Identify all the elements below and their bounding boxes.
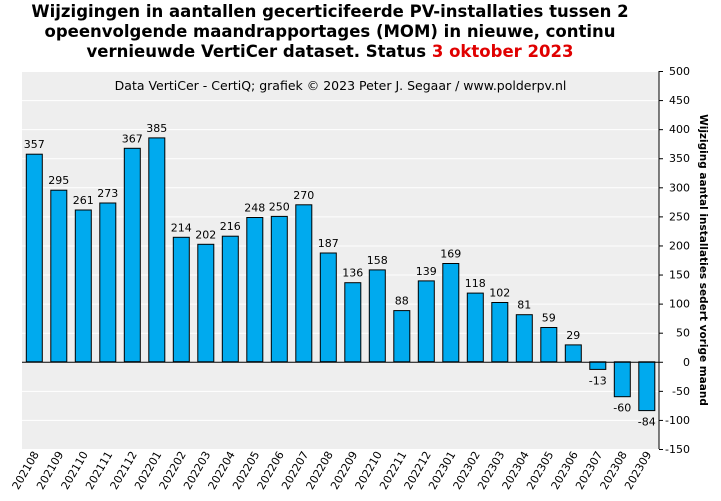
y-tick-label: -150 — [665, 443, 690, 456]
data-label: 216 — [220, 220, 241, 233]
data-label: 270 — [293, 189, 314, 202]
data-label: -60 — [613, 402, 631, 415]
data-label: 214 — [171, 221, 192, 234]
data-label: 158 — [367, 254, 388, 267]
bar — [466, 292, 484, 363]
chart-title-line-2: opeenvolgende maandrapportages (MOM) in … — [44, 22, 616, 41]
bar — [540, 327, 558, 363]
data-label: 248 — [244, 202, 265, 215]
y-tick-label: 500 — [669, 65, 690, 78]
bar — [99, 202, 117, 363]
data-label: 367 — [122, 132, 143, 145]
bar — [172, 236, 190, 363]
status-date: 3 oktober 2023 — [431, 42, 574, 61]
data-label: 88 — [395, 295, 409, 308]
bars — [25, 137, 656, 412]
data-label: 136 — [342, 267, 363, 280]
x-axis: 2021082021092021102021112021122022012022… — [10, 449, 655, 492]
bar — [344, 282, 362, 363]
data-label: 273 — [97, 187, 118, 200]
chart-subtitle: Data VertiCer - CertiQ; grafiek © 2023 P… — [115, 78, 567, 93]
data-label: 29 — [566, 329, 580, 342]
bar — [491, 302, 509, 363]
data-label: -13 — [589, 374, 607, 387]
y-axis: 500450400350300250200150100500-50-100-15… — [658, 65, 690, 456]
y-tick-label: 0 — [683, 356, 690, 369]
bar — [564, 344, 582, 363]
bar — [74, 209, 92, 363]
data-label: 357 — [24, 138, 45, 151]
chart-title-line-1: Wijzigingen in aantallen gecerticifeerde… — [31, 2, 629, 21]
chart-title-line-3: vernieuwde VertiCer dataset. Status 3 ok… — [0, 42, 660, 62]
y-tick-label: 450 — [669, 94, 690, 107]
data-label: 385 — [146, 122, 167, 135]
bar — [442, 263, 460, 363]
plot-background — [22, 71, 659, 449]
bar — [393, 310, 411, 363]
y-tick-label: 100 — [669, 298, 690, 311]
bar — [295, 204, 313, 363]
bar — [589, 361, 607, 370]
data-label: 169 — [440, 248, 461, 261]
bar — [123, 147, 141, 363]
chart-title-line-3-prefix: vernieuwde VertiCer dataset. Status — [86, 42, 432, 61]
data-label: 187 — [318, 237, 339, 250]
y-tick-label: 350 — [669, 152, 690, 165]
bar — [515, 314, 533, 363]
bar — [246, 217, 264, 363]
data-label: 202 — [195, 228, 216, 241]
y-tick-label: 50 — [676, 327, 690, 340]
bar — [148, 137, 166, 363]
bar — [270, 215, 288, 363]
chart-title: Wijzigingen in aantallen gecerticifeerde… — [0, 2, 660, 62]
y-tick-label: 200 — [669, 239, 690, 252]
bar — [638, 361, 656, 412]
y-tick-label: 250 — [669, 210, 690, 223]
data-label: 118 — [465, 277, 486, 290]
bar — [50, 189, 68, 363]
data-label: 139 — [416, 265, 437, 278]
data-label: 295 — [48, 174, 69, 187]
y-axis-label: Wijziging aantal installaties sedert vor… — [697, 114, 709, 406]
data-label: 102 — [489, 287, 510, 300]
bar — [319, 252, 337, 363]
y-tick-label: 150 — [669, 269, 690, 282]
y-tick-label: -50 — [672, 385, 690, 398]
bar — [417, 280, 435, 363]
bar — [613, 361, 631, 398]
data-label: -84 — [638, 416, 656, 429]
bar — [25, 153, 43, 363]
data-label: 261 — [73, 194, 94, 207]
bar — [197, 243, 215, 363]
data-label: 59 — [542, 312, 556, 325]
y-tick-label: 400 — [669, 123, 690, 136]
data-label: 81 — [517, 299, 531, 312]
data-label: 250 — [269, 200, 290, 213]
y-tick-label: 300 — [669, 181, 690, 194]
bar — [368, 269, 386, 363]
y-tick-label: -100 — [665, 414, 690, 427]
bar — [221, 235, 239, 363]
